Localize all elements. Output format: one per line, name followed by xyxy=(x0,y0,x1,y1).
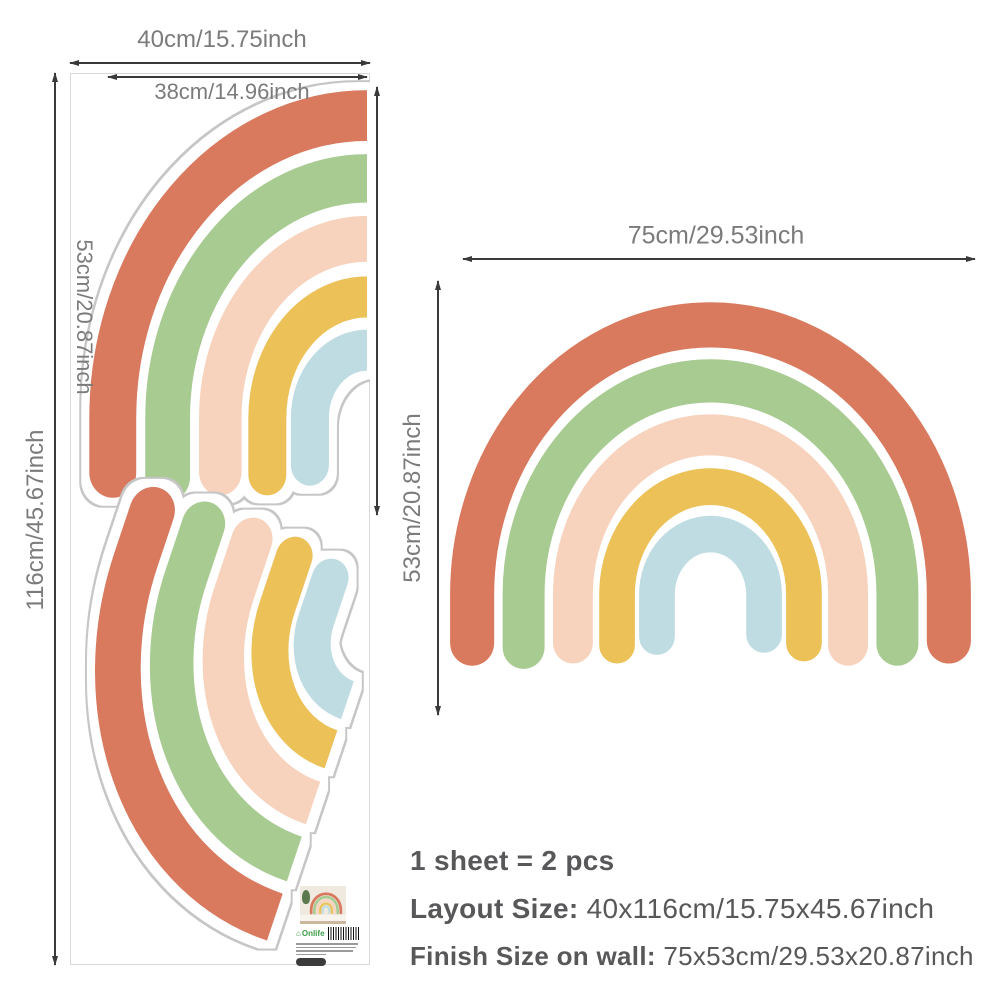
spec-finish-value: 75x53cm/29.53x20.87inch xyxy=(663,941,974,971)
spec-layout-size: Layout Size: 40x116cm/15.75x45.67inch xyxy=(410,893,934,925)
barcode-icon xyxy=(327,927,360,940)
plant-icon xyxy=(302,890,310,904)
brand-logo: Onlife xyxy=(296,929,325,939)
dim-arrow-preview-width xyxy=(463,258,975,260)
sticker-sheet xyxy=(70,73,370,965)
spec-layout-label: Layout Size: xyxy=(410,893,579,924)
dim-label-sheet-height: 116cm/45.67inch xyxy=(22,429,49,611)
spec-sheet-count: 1 sheet = 2 pcs xyxy=(410,845,615,876)
dim-label-piece-width: 38cm/14.96inch xyxy=(154,79,310,104)
fine-print-lines xyxy=(296,943,362,955)
dim-arrow-piece-width xyxy=(108,76,367,78)
spec-finish-size: Finish Size on wall: 75x53cm/29.53x20.87… xyxy=(410,941,974,972)
dim-label-sheet-width: 40cm/15.75inch xyxy=(137,26,307,53)
dim-label-preview-width: 75cm/29.53inch xyxy=(627,221,805,250)
dim-label-preview-height: 53cm/20.87inch xyxy=(399,413,426,583)
product-label: Onlife xyxy=(296,886,362,966)
dim-arrow-piece-height xyxy=(376,87,378,515)
floor xyxy=(300,921,346,924)
assembled-rainbow-preview xyxy=(448,287,973,697)
dim-arrow-preview-height xyxy=(437,281,439,715)
dim-label-piece-height: 53cm/20.87inch xyxy=(72,239,97,395)
mini-rainbow-icon xyxy=(309,892,343,915)
dim-arrow-sheet-width xyxy=(70,62,370,64)
product-photo xyxy=(300,886,346,924)
badge-pill xyxy=(296,958,326,966)
sheet-piece-top-left-half xyxy=(113,116,370,478)
spec-finish-label: Finish Size on wall: xyxy=(410,941,656,971)
shelf xyxy=(300,915,346,924)
dim-arrow-sheet-height xyxy=(54,73,56,965)
spec-layout-value: 40x116cm/15.75x45.67inch xyxy=(586,893,935,924)
